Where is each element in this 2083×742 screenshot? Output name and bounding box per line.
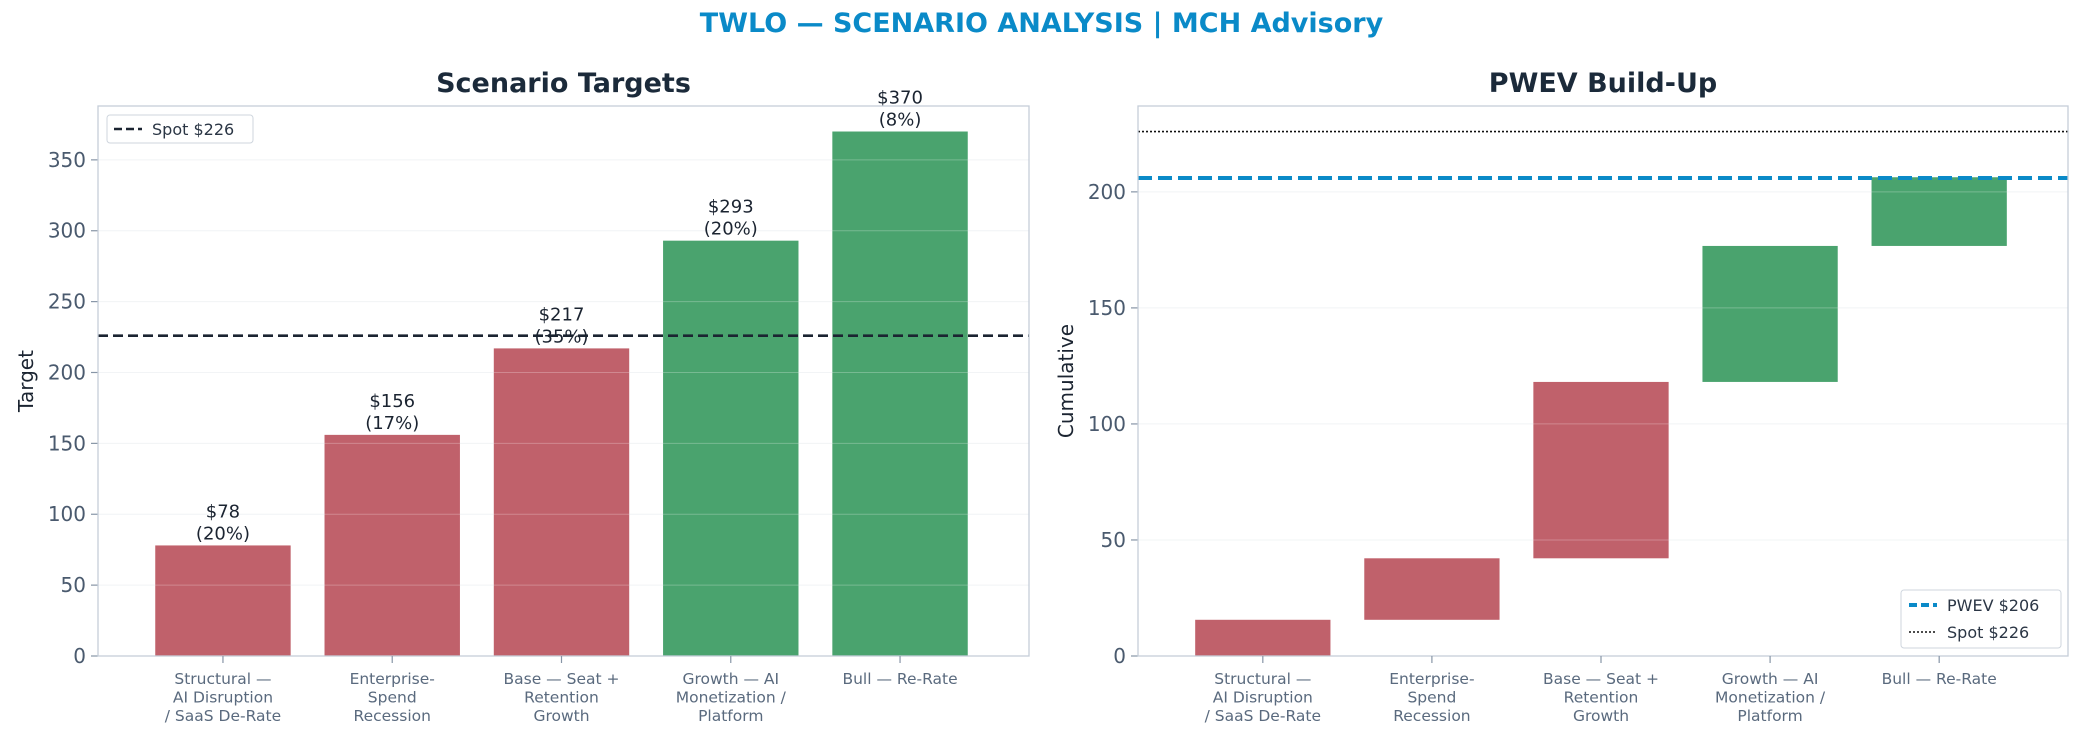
left-ytick-label: 200 [48,360,86,384]
left-xtick-label: Bull — Re-Rate [842,670,957,688]
left-ytick-label: 250 [48,290,86,314]
left-ytick-label: 150 [48,431,86,455]
right-ytick-label: 200 [1088,180,1126,204]
right-plot-frame [1137,105,2069,657]
bar-data-label: $217 (35%) [534,304,588,347]
right-title: PWEV Build-Up [1489,68,1717,99]
waterfall-bar [1871,177,2007,246]
left-ytick-label: 100 [48,502,86,526]
scenario-targets-chart: 0 50 100 150 200 250 300 350 Scenario Targets Tar… [14,68,1030,725]
left-title: Scenario Targets [436,68,691,99]
waterfall-bar [1195,619,1331,656]
right-xtick-label: Structural — AI Disruption / SaaS De-Rate [1205,670,1321,725]
legend-box [1900,589,2062,649]
left-ytick-label: 50 [61,573,86,597]
pwev-buildup-chart: 0 50 100 150 200 PWEV Build-Up Cumulative Struc… [1054,68,2069,725]
left-ytick-label: 350 [48,148,86,172]
right-ylabel: Cumulative [1054,324,1078,438]
waterfall-bar [1364,558,1500,620]
waterfall-bar [1702,245,1838,382]
scenario-bar [324,434,460,656]
left-xtick-label: Base — Seat + Retention Growth [504,670,620,725]
left-xtick-label: Growth — AI Monetization / Platform [676,670,787,725]
legend-label-spot: Spot $226 [152,120,234,139]
left-ytick-label: 300 [48,219,86,243]
left-xtick-label: Structural — AI Disruption / SaaS De-Rate [165,670,281,725]
bar-data-label: $293 (20%) [704,197,758,240]
scenario-bar [155,545,291,656]
right-xtick-label: Enterprise-Spend Recession [1389,670,1474,725]
scenario-bar [663,240,799,656]
left-plot-frame [97,105,1030,657]
left-ylabel: Target [14,350,38,413]
left-xtick-label: Enterprise-Spend Recession [350,670,435,725]
bar-data-label: $156 (17%) [365,391,419,434]
right-ytick-label: 150 [1088,296,1126,320]
left-legend: Spot $226 [106,114,254,144]
right-ytick-label: 50 [1101,528,1126,552]
scenario-bar [493,348,630,656]
legend-label-pwev: PWEV $206 [1947,596,2039,615]
right-ytick-label: 100 [1088,412,1126,436]
legend-label-spot: Spot $226 [1947,623,2029,642]
right-ytick-label: 0 [1113,644,1126,668]
left-ytick-label: 0 [73,644,86,668]
scenario-bar [832,131,968,657]
bar-data-label: $370 (8%) [877,88,923,131]
bar-data-label: $78 (20%) [196,501,250,544]
waterfall-bar [1533,381,1669,559]
right-xtick-label: Growth — AI Monetization / Platform [1715,670,1826,725]
legend-box [106,114,254,144]
right-xtick-label: Base — Seat + Retention Growth [1543,670,1659,725]
right-legend: PWEV $206 Spot $226 [1900,589,2062,649]
figure-suptitle: TWLO — SCENARIO ANALYSIS | MCH Advisory [699,8,1384,39]
right-xtick-label: Bull — Re-Rate [1882,670,1997,688]
